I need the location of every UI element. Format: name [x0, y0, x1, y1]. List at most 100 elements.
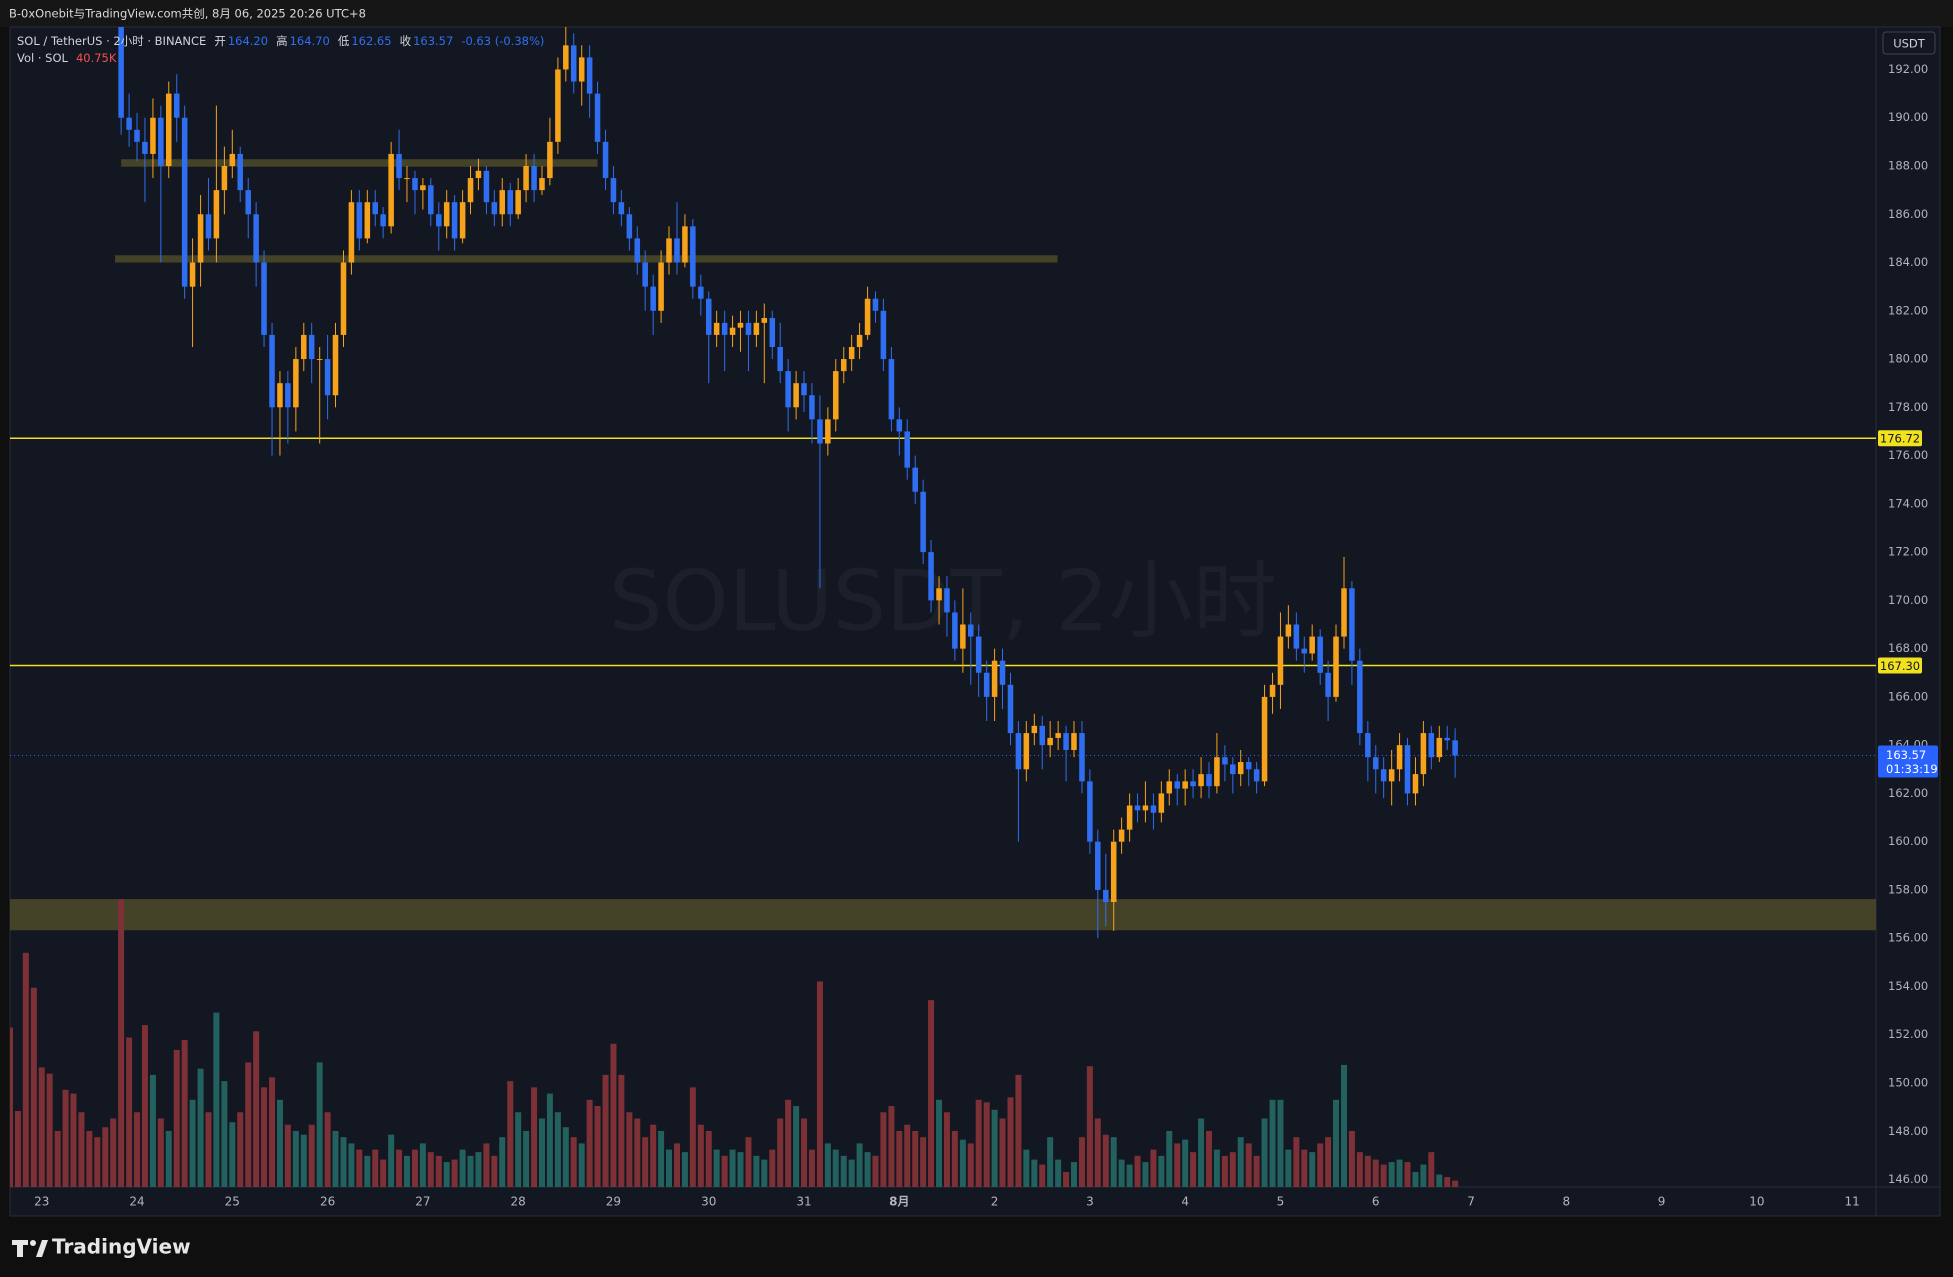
volume-bar	[332, 1130, 339, 1187]
volume-bar	[427, 1152, 434, 1187]
candle-body	[1214, 757, 1220, 787]
candle-body	[1293, 624, 1300, 649]
volume-bar	[1126, 1164, 1133, 1187]
candle-body	[1222, 757, 1228, 765]
y-tick-label: 184.00	[1888, 255, 1928, 269]
volume-bar	[824, 1143, 831, 1187]
candle-body	[864, 298, 871, 335]
price-line-label: 167.30	[1880, 659, 1920, 673]
volume-bar	[1078, 1137, 1085, 1187]
candle-body	[1174, 781, 1181, 789]
volume-bar	[1261, 1118, 1268, 1187]
candle-body	[856, 334, 863, 347]
x-tick-label: 5	[1277, 1195, 1285, 1209]
candle-body	[1372, 757, 1379, 770]
volume-bar	[626, 1112, 633, 1187]
candle-body	[793, 383, 799, 408]
y-tick-label: 172.00	[1888, 545, 1928, 559]
volume-bar	[451, 1159, 458, 1187]
candle-body	[753, 322, 760, 335]
candle-body	[825, 419, 831, 444]
volume-bar	[1452, 1180, 1459, 1187]
volume-bar	[1150, 1149, 1157, 1187]
volume-bar	[864, 1152, 871, 1187]
candle-body	[324, 359, 331, 396]
volume-bar	[78, 1112, 85, 1187]
candle-body	[150, 117, 156, 154]
volume-bar	[245, 1062, 252, 1187]
volume-bar	[880, 1112, 887, 1187]
volume-bar	[1348, 1130, 1355, 1187]
candle-body	[1309, 636, 1315, 654]
candle-body	[301, 334, 307, 360]
volume-bar	[197, 1068, 204, 1187]
volume-bar	[1023, 1149, 1030, 1187]
volume-bar	[872, 1155, 879, 1187]
volume-bar	[737, 1152, 744, 1187]
candle-body	[1325, 672, 1331, 697]
volume-bar	[1388, 1162, 1395, 1187]
volume-bar	[777, 1118, 784, 1187]
volume-value: 40.75K	[76, 51, 117, 65]
candle-body	[1269, 684, 1276, 697]
candle-body	[602, 141, 609, 179]
volume-bar	[1444, 1177, 1451, 1187]
ohlc-value: 164.20	[228, 34, 268, 48]
y-tick-label: 154.00	[1888, 979, 1928, 993]
volume-bar	[554, 1112, 561, 1187]
y-tick-label: 148.00	[1888, 1124, 1928, 1138]
volume-bar	[165, 1130, 172, 1187]
x-tick-label: 27	[415, 1195, 430, 1209]
volume-bar	[999, 1118, 1006, 1187]
candle-body	[737, 322, 744, 328]
x-tick-label: 29	[606, 1195, 621, 1209]
volume-bar	[562, 1127, 569, 1187]
candle-body	[420, 185, 426, 191]
volume-bar	[14, 1111, 21, 1187]
volume-bar	[531, 1087, 538, 1187]
volume-bar	[689, 1087, 696, 1187]
ohlc-value: 164.70	[290, 34, 330, 48]
volume-bar	[205, 1112, 212, 1187]
zone	[10, 899, 1876, 931]
candle-body	[1428, 733, 1435, 758]
x-tick-label: 8月	[889, 1195, 909, 1209]
candle-body	[1206, 774, 1212, 787]
volume-bar	[1182, 1139, 1189, 1187]
volume-bar	[229, 1122, 236, 1187]
volume-bar	[443, 1162, 450, 1187]
volume-bar	[1007, 1097, 1014, 1187]
candle-body	[1055, 733, 1061, 738]
y-tick-label: 152.00	[1888, 1027, 1928, 1041]
candle-body	[340, 262, 347, 335]
volume-bar	[324, 1112, 331, 1187]
volume-bar	[721, 1155, 728, 1187]
volume-bar	[1047, 1137, 1054, 1187]
volume-bar	[435, 1155, 442, 1187]
candle-body	[1277, 636, 1284, 685]
candle-body	[293, 359, 299, 408]
y-tick-label: 186.00	[1888, 207, 1928, 221]
volume-bar	[1317, 1143, 1324, 1187]
candle-body	[1166, 781, 1173, 794]
volume-bar	[983, 1102, 990, 1187]
candle-body	[944, 588, 950, 613]
volume-bar	[86, 1130, 93, 1187]
volume-bar	[936, 1099, 943, 1187]
candle-body	[1388, 769, 1395, 782]
candle-body	[586, 57, 593, 94]
volume-bar	[356, 1149, 363, 1187]
volume-bar	[102, 1127, 109, 1187]
volume-bar	[1412, 1172, 1419, 1187]
volume-bar	[348, 1143, 355, 1187]
volume-bar	[1190, 1152, 1197, 1187]
price-line-tag	[1878, 430, 1922, 447]
volume-bar	[586, 1099, 593, 1187]
volume-bar	[904, 1124, 911, 1187]
candle-body	[348, 202, 355, 263]
volume-bar	[793, 1106, 800, 1187]
candle-body	[658, 262, 664, 311]
candle-body	[785, 371, 791, 408]
volume-bar	[801, 1118, 808, 1187]
x-tick-label: 23	[34, 1195, 49, 1209]
